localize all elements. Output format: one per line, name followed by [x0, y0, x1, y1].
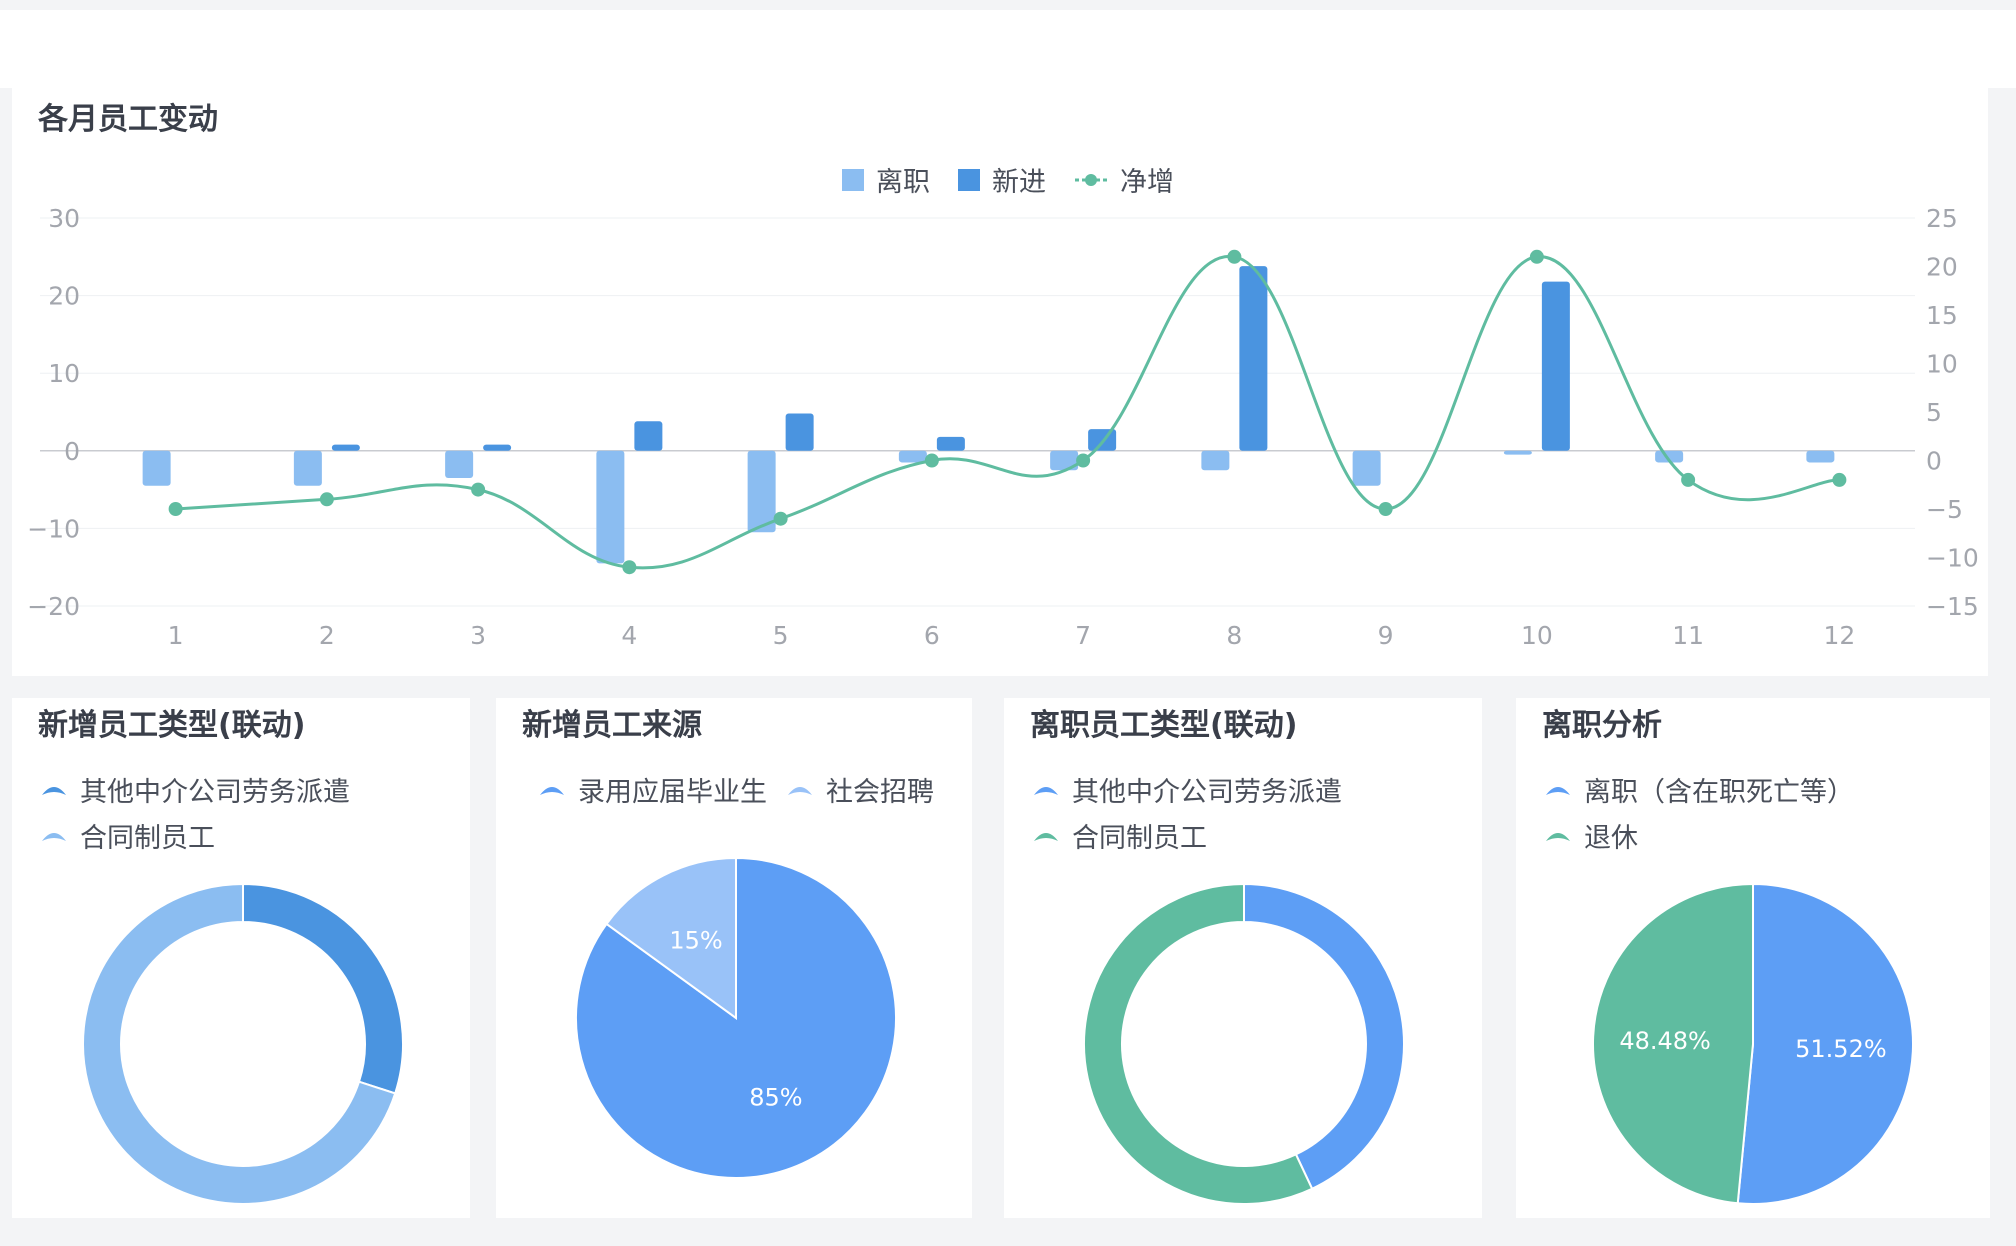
fan-icon: [42, 786, 66, 795]
bar-leave: [1655, 450, 1684, 463]
legend-item[interactable]: 离职（含在职死亡等）: [1544, 770, 1854, 809]
bar-leave: [445, 450, 474, 478]
net-line: [175, 255, 1840, 570]
fan-icon: [1546, 786, 1570, 795]
net-point: [1076, 453, 1091, 468]
x-tick-label: 7: [1075, 621, 1091, 650]
fan-icon: [788, 786, 812, 795]
bar-join: [483, 444, 512, 451]
bar-leave: [1806, 450, 1835, 463]
top-bar: [0, 10, 2016, 88]
bar-leave: [293, 450, 322, 486]
bar-leave: [747, 450, 776, 533]
y-right-tick-label: −15: [1926, 592, 1979, 621]
panel-title: 离职员工类型(联动): [1030, 708, 1298, 743]
legend-item[interactable]: 其他中介公司劳务派遣: [1032, 770, 1342, 809]
x-tick-label: 3: [470, 621, 486, 650]
bar-join: [936, 436, 965, 451]
y-left-tick-label: −20: [27, 592, 80, 621]
legend-item[interactable]: 其他中介公司劳务派遣: [40, 770, 350, 809]
x-tick-label: 12: [1823, 621, 1855, 650]
fan-icon: [42, 832, 66, 841]
y-right-tick-label: −10: [1926, 544, 1979, 573]
net-point: [773, 511, 788, 526]
bar-leave: [898, 450, 927, 463]
y-right-tick-label: 10: [1926, 350, 1958, 379]
y-right-tick-label: 0: [1926, 447, 1942, 476]
bar-join: [634, 421, 663, 451]
net-point: [1832, 472, 1847, 487]
net-point: [924, 453, 939, 468]
x-tick-label: 6: [924, 621, 940, 650]
legend-item[interactable]: 合同制员工: [1032, 816, 1207, 855]
legend-item[interactable]: 录用应届毕业生: [538, 770, 767, 809]
bar-leave: [1201, 450, 1230, 471]
legend-item[interactable]: 退休: [1544, 816, 1638, 855]
legend-item[interactable]: 合同制员工: [40, 816, 215, 855]
legend-item-net[interactable]: 净增: [1074, 160, 1174, 199]
panel-title: 新增员工来源: [522, 708, 702, 743]
y-left-tick-label: 30: [48, 204, 80, 233]
net-point: [1227, 249, 1242, 264]
legend-item-leave[interactable]: 离职: [842, 160, 930, 199]
legend-item-join[interactable]: 新进: [958, 160, 1046, 199]
fan-icon: [1034, 832, 1058, 841]
fan-icon: [1546, 832, 1570, 841]
square-icon: [958, 168, 980, 191]
y-right-tick-label: 5: [1926, 398, 1942, 427]
net-point: [1378, 502, 1393, 516]
panel-title: 离职分析: [1542, 708, 1662, 743]
x-tick-label: 5: [773, 621, 789, 650]
y-left-tick-label: 10: [48, 359, 80, 388]
bar-leave: [142, 450, 171, 486]
x-tick-label: 9: [1378, 621, 1394, 650]
x-tick-label: 8: [1226, 621, 1242, 650]
panel-title: 新增员工类型(联动): [38, 708, 306, 743]
net-point: [319, 492, 334, 507]
bar-join: [1239, 266, 1268, 451]
y-left-tick-label: 20: [48, 282, 80, 311]
y-right-tick-label: 15: [1926, 301, 1958, 330]
square-icon: [842, 168, 864, 191]
net-point: [471, 482, 486, 497]
bar-leave: [1352, 450, 1381, 486]
net-point: [1681, 472, 1696, 487]
x-tick-label: 10: [1521, 621, 1553, 650]
line-dot-icon: [1075, 173, 1107, 186]
top-chart-legend: 离职 新进 净增: [842, 160, 1174, 199]
fan-icon: [540, 786, 564, 795]
monthly-change-panel: 各月员工变动 离职 新进 净增: [12, 88, 1988, 676]
bar-join: [1088, 429, 1117, 451]
y-right-tick-label: 20: [1926, 253, 1958, 282]
y-left-tick-label: −10: [27, 514, 80, 543]
bar-join: [785, 413, 814, 451]
fan-icon: [1034, 786, 1058, 795]
x-tick-label: 11: [1672, 621, 1704, 650]
bar-join: [1541, 281, 1570, 451]
panel-title: 各月员工变动: [38, 102, 218, 137]
legend-item[interactable]: 社会招聘: [786, 770, 934, 809]
net-point: [1529, 249, 1544, 264]
bar-leave: [596, 450, 625, 564]
y-left-tick-label: 0: [64, 437, 80, 466]
bar-join: [331, 444, 360, 451]
y-right-tick-label: 25: [1926, 204, 1958, 233]
x-tick-label: 2: [319, 621, 335, 650]
net-point: [168, 502, 183, 516]
x-tick-label: 4: [621, 621, 637, 650]
y-right-tick-label: −5: [1926, 495, 1963, 524]
net-point: [622, 560, 637, 575]
bar-leave: [1050, 450, 1079, 471]
bar-leave: [1503, 450, 1532, 455]
x-tick-label: 1: [168, 621, 184, 650]
